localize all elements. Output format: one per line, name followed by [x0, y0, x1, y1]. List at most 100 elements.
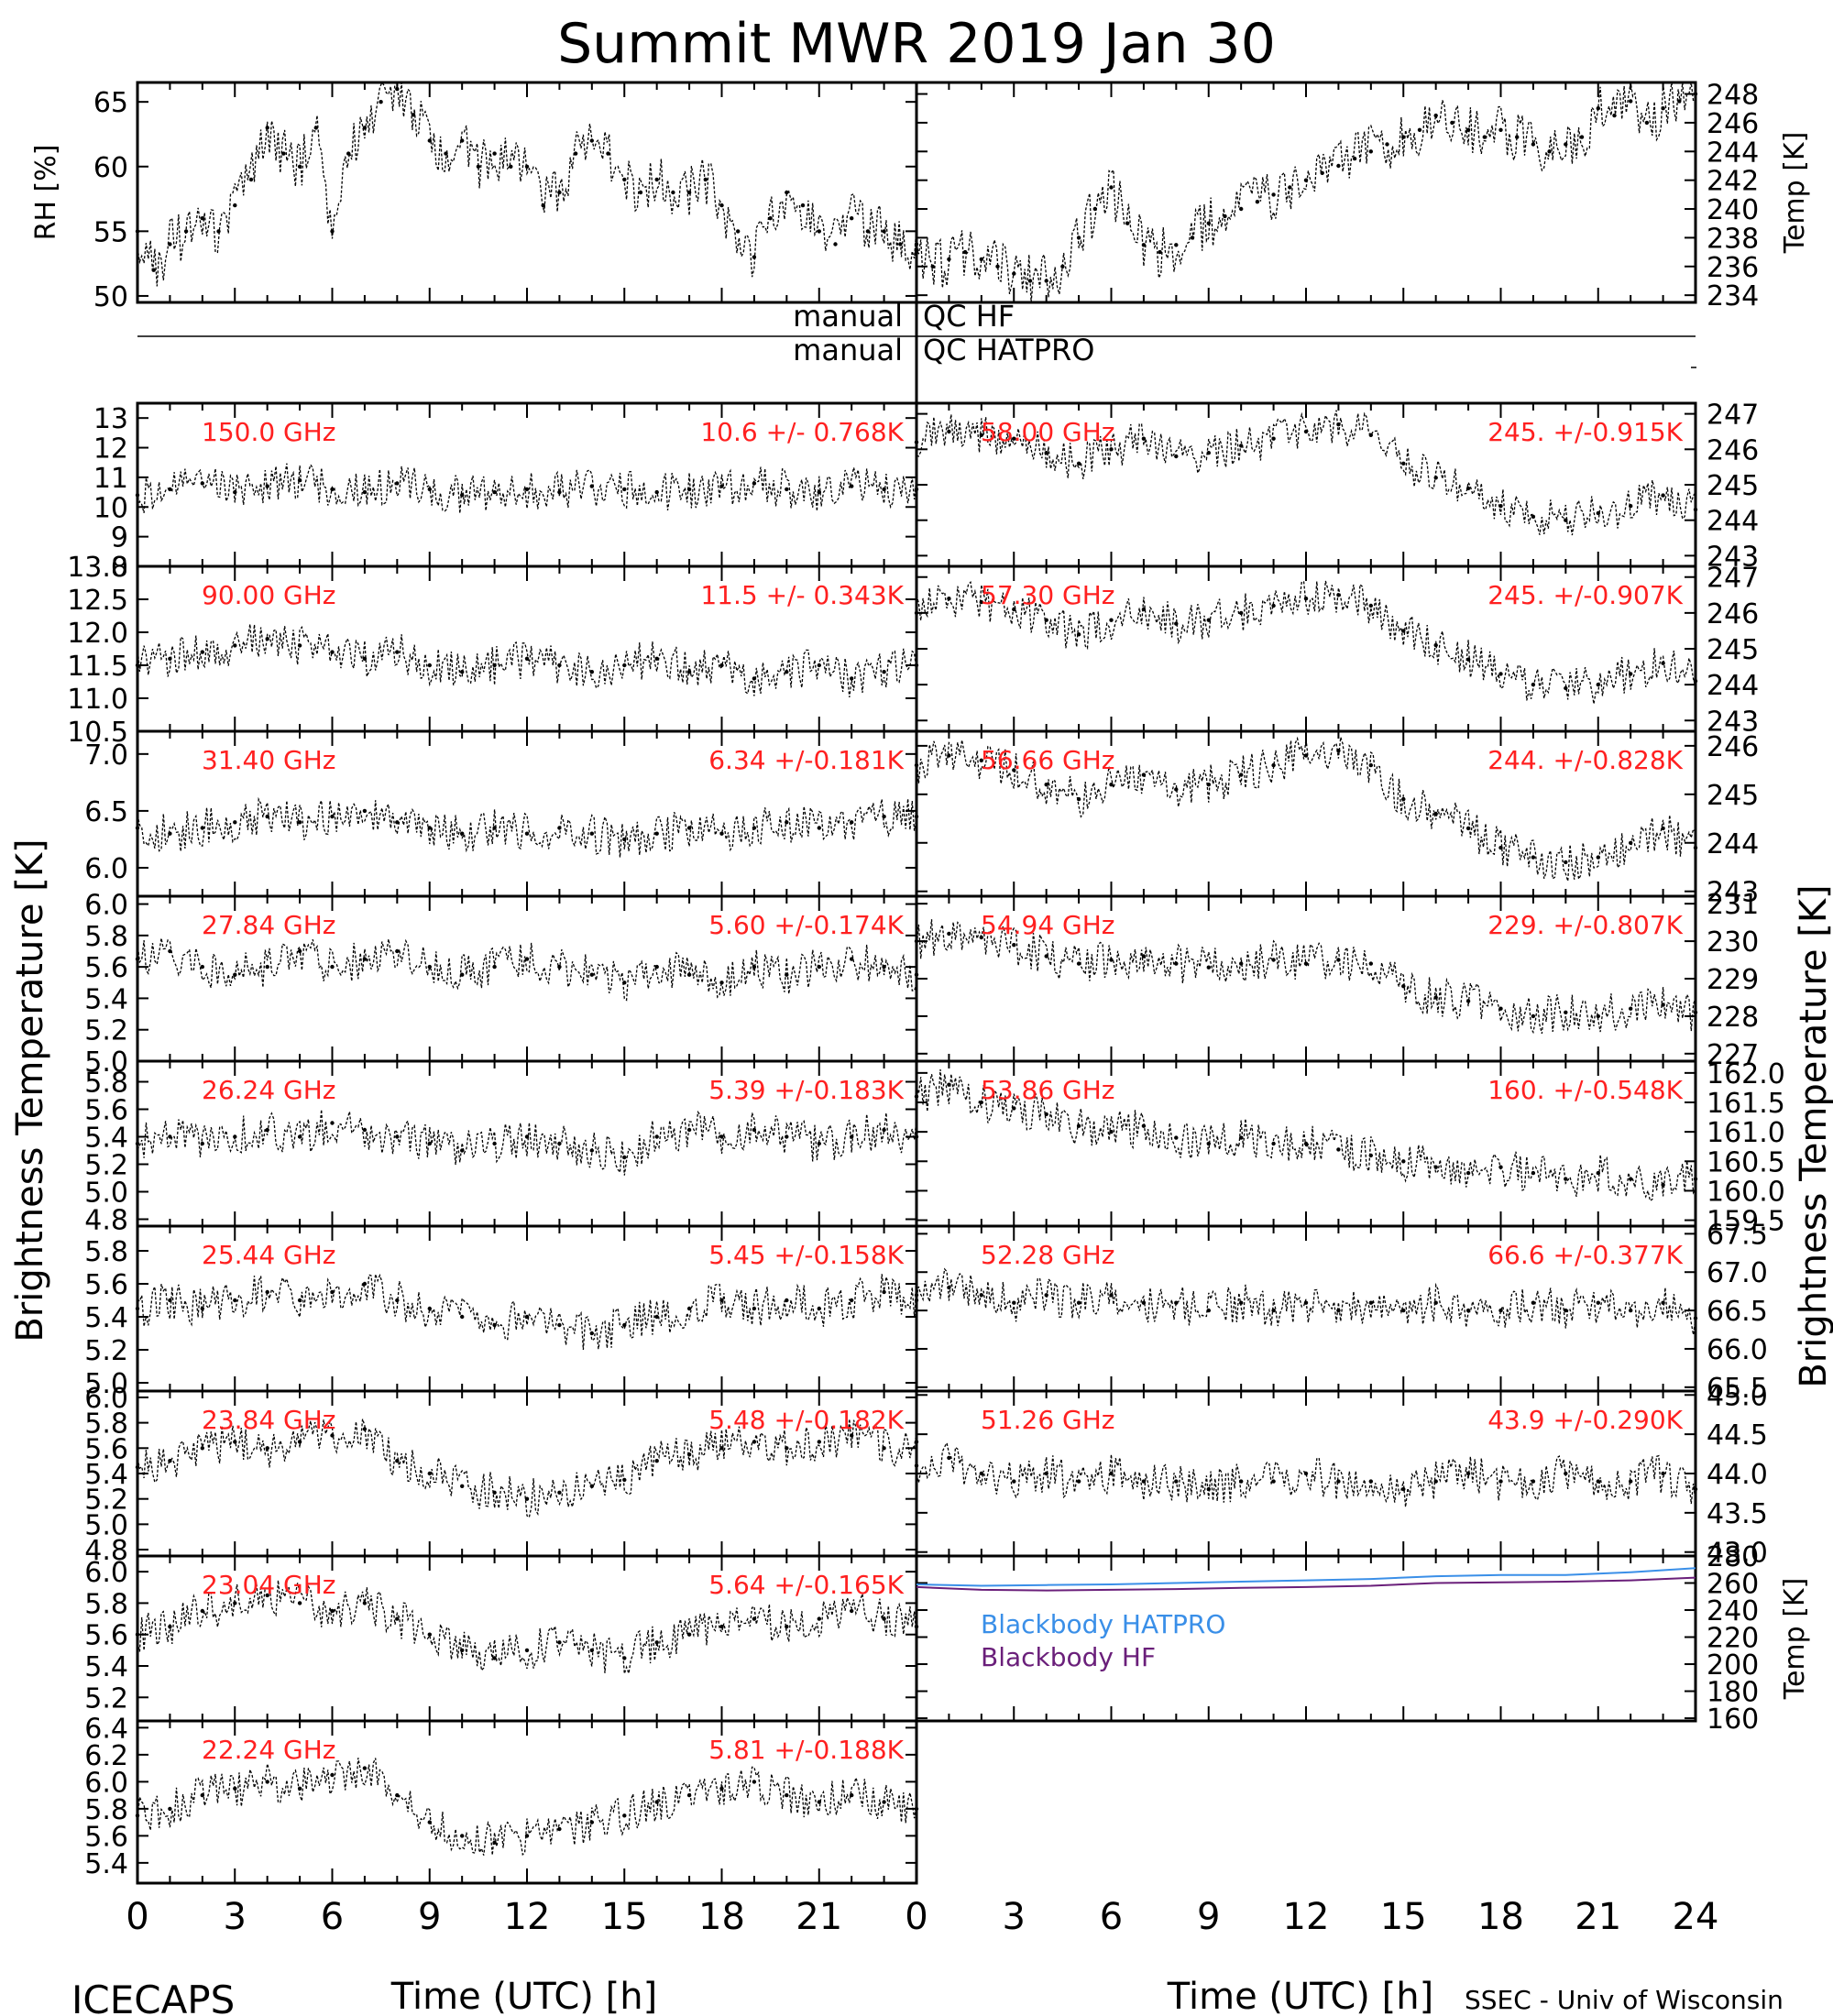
data-point [460, 1484, 465, 1489]
figure-title: Summit MWR 2019 Jan 30 [557, 12, 1276, 76]
data-point [785, 670, 789, 674]
data-point [817, 1306, 821, 1311]
data-point [1564, 518, 1568, 522]
data-point [1271, 436, 1276, 441]
y-tick-label: 244 [1707, 828, 1759, 860]
channel-stats: 244. +/-0.828K [1487, 745, 1683, 775]
data-point [460, 1314, 465, 1320]
y-tick-label: 4.8 [84, 1205, 128, 1237]
x-tick-label: 15 [601, 1896, 648, 1938]
data-point [1661, 1471, 1665, 1476]
data-point [1336, 1479, 1341, 1484]
data-point [882, 1616, 886, 1621]
data-point [362, 126, 368, 130]
data-point [882, 487, 886, 492]
data-point [589, 670, 594, 674]
y-tick-label: 243 [1707, 877, 1759, 909]
data-point [1012, 436, 1016, 441]
panel-right-6: 65.5 66.0 66.5 67.0 67.5 52.28 GHz 66.6 +/-0.3… [914, 1219, 1768, 1405]
data-point [589, 138, 594, 143]
channel-label: 56.66 GHz [981, 745, 1115, 775]
y-tick-label: 245 [1707, 634, 1759, 666]
data-point [1498, 1479, 1503, 1484]
data-point [1629, 1308, 1633, 1313]
y-tick-label: 5.8 [84, 1408, 128, 1441]
data-point [1271, 762, 1276, 768]
data-point [1174, 454, 1179, 459]
data-point [654, 489, 659, 495]
data-point [589, 1148, 594, 1153]
data-point [785, 820, 789, 825]
data-point [427, 663, 432, 668]
data-point [1401, 1486, 1406, 1492]
y-tick-label: 5.2 [84, 1335, 128, 1367]
data-point [1271, 1141, 1276, 1146]
qc-label-left-2: manual [793, 333, 903, 367]
data-point [1190, 236, 1195, 240]
y-tick-label: 44.5 [1707, 1419, 1768, 1452]
y-tick-label: 7.0 [84, 740, 128, 772]
data-point [785, 487, 789, 492]
data-point [914, 249, 919, 255]
data-point [557, 1826, 562, 1832]
data-point [589, 484, 594, 488]
y-tick-label: 5.6 [84, 1433, 128, 1465]
panel-left-2: 10.511.011.512.012.513.0 90.00 GHz 11.5 +/… [67, 552, 919, 749]
channel-label: 150.0 GHz [202, 417, 336, 447]
data-point [850, 1608, 854, 1614]
data-point [330, 650, 335, 654]
data-point [524, 1496, 530, 1501]
data-point [622, 487, 627, 492]
y-tick-label: 160 [1707, 1704, 1759, 1736]
data-point [1564, 1308, 1568, 1313]
data-point [362, 957, 368, 961]
panel-frame [136, 81, 918, 304]
data-point [914, 1463, 919, 1468]
data-point [1174, 1479, 1179, 1484]
data-trace [137, 1758, 917, 1857]
data-point [898, 242, 903, 247]
data-point [281, 151, 286, 156]
data-point [427, 1141, 432, 1146]
data-point [1531, 1479, 1536, 1484]
data-point [1076, 632, 1081, 637]
data-point [1141, 243, 1147, 247]
data-point [557, 489, 562, 495]
data-point [1303, 1300, 1309, 1305]
data-point [395, 948, 400, 954]
data-point [233, 972, 237, 977]
data-point [1109, 1293, 1114, 1298]
channel-label: 90.00 GHz [202, 580, 336, 610]
data-point [265, 814, 269, 819]
data-point [200, 1608, 204, 1614]
panel-right-3: 243 244 245 246 56.66 GHz 244. +/-0.828K [914, 729, 1759, 909]
data-point [1320, 170, 1324, 175]
data-point [1076, 236, 1081, 240]
data-point [752, 481, 757, 486]
data-trace [916, 580, 1696, 705]
data-point [1564, 685, 1568, 691]
data-point [850, 1433, 854, 1438]
data-point [1531, 142, 1536, 147]
x-tick-label: 9 [418, 1896, 441, 1938]
y-tick-label: 244 [1707, 670, 1759, 702]
data-point [1206, 783, 1212, 787]
data-point [492, 151, 497, 156]
data-point [850, 1792, 854, 1798]
data-point [1271, 1308, 1276, 1313]
data-point [297, 1601, 302, 1605]
data-point [557, 1141, 562, 1146]
panel-left-9: 5.45.65.86.06.26.4 22.24 GHz 5.81 +/-0.188… [84, 1713, 919, 1885]
data-point [233, 820, 237, 825]
data-point [135, 1813, 140, 1818]
series-label: Blackbody HF [981, 1642, 1156, 1672]
y-tick-label: 160.5 [1707, 1146, 1785, 1178]
data-point [752, 964, 757, 970]
x-tick-label: 9 [1197, 1896, 1220, 1938]
channel-label: 23.04 GHz [202, 1570, 336, 1600]
data-point [1044, 954, 1048, 959]
data-point [882, 229, 886, 234]
data-point [1336, 1308, 1341, 1313]
series-label: Blackbody HATPRO [981, 1609, 1225, 1639]
